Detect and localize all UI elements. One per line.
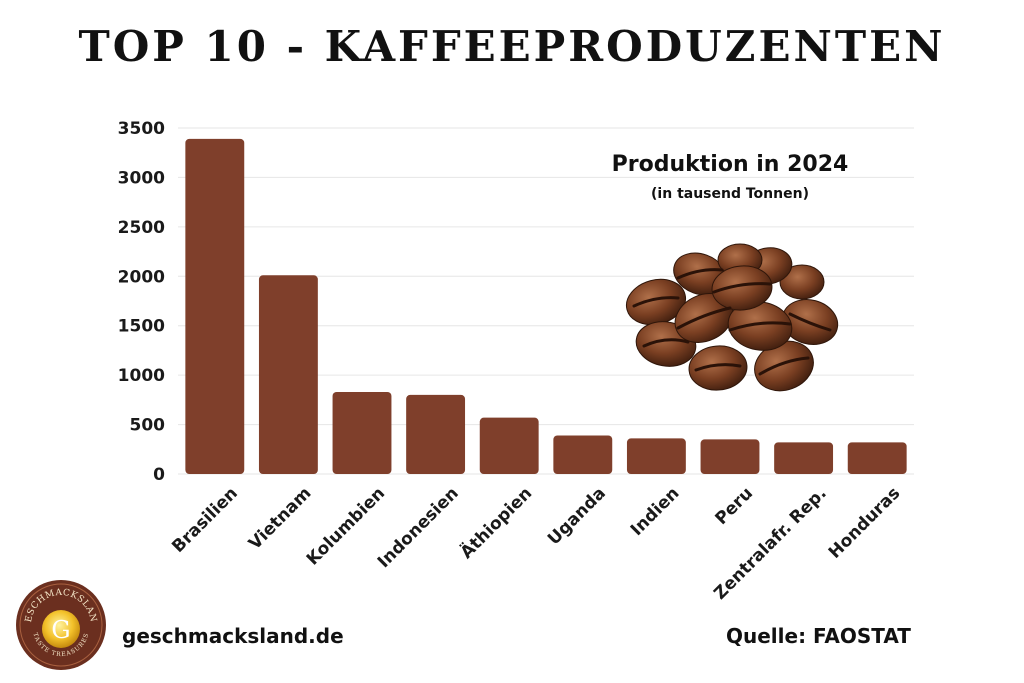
chart-unit-label: (in tausend Tonnen) xyxy=(651,186,809,202)
coffee-beans-image xyxy=(625,243,839,392)
y-tick-label: 1000 xyxy=(118,366,165,386)
y-tick-label: 3000 xyxy=(118,168,165,188)
bar xyxy=(847,442,907,474)
y-tick-label: 1500 xyxy=(118,317,165,337)
x-tick-label: Indien xyxy=(627,483,684,540)
y-tick-label: 3500 xyxy=(118,119,165,139)
bar xyxy=(774,442,834,474)
bar xyxy=(406,394,466,474)
logo-letter: G xyxy=(51,616,70,644)
bar xyxy=(332,391,392,474)
bar xyxy=(700,439,760,474)
source-note: Quelle: FAOSTAT xyxy=(726,624,911,648)
y-tick-label: 2000 xyxy=(118,267,165,287)
chart-title: Produktion in 2024 xyxy=(611,152,849,177)
x-tick-label: Peru xyxy=(711,483,757,529)
bar xyxy=(185,138,245,475)
bar xyxy=(553,435,613,474)
bar xyxy=(258,275,318,474)
x-tick-label: Äthiopien xyxy=(455,482,536,563)
x-tick-label: Honduras xyxy=(825,483,904,562)
y-tick-label: 500 xyxy=(130,416,166,436)
x-tick-label: Uganda xyxy=(544,483,610,549)
x-axis-labels: Brasilien VietnamKolumbienIndonesienÄthio… xyxy=(168,482,904,604)
y-tick-label: 2500 xyxy=(118,218,165,238)
chart-bars xyxy=(185,138,907,475)
page-title: TOP 10 - KAFFEEPRODUZENTEN xyxy=(78,22,946,71)
geschmacksland-logo: GESCHMACKSLAND TASTE TREASURES G xyxy=(14,578,106,670)
bar xyxy=(626,438,686,474)
y-tick-label: 0 xyxy=(153,465,165,485)
x-tick-label: Brasilien xyxy=(168,483,242,557)
x-tick-label: Vietnam xyxy=(245,483,315,553)
y-axis-ticks: 0 500 1000 1500 2000 2500 3000 3500 xyxy=(118,119,165,485)
bar xyxy=(479,417,539,474)
website-link[interactable]: geschmacksland.de xyxy=(122,624,344,648)
